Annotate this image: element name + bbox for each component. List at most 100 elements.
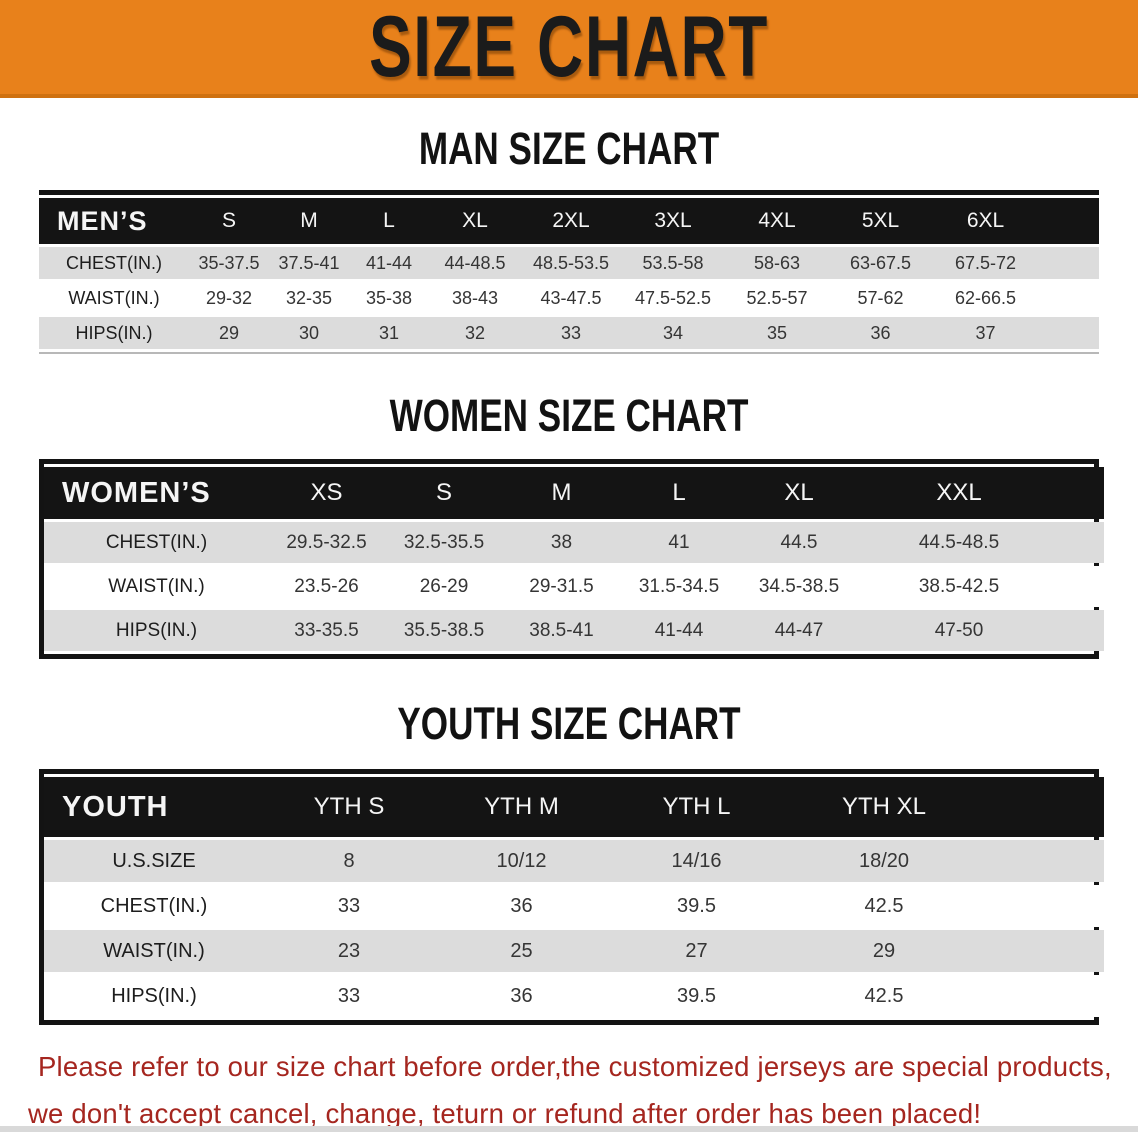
size-value-cell: 31.5-34.5 [619,566,739,607]
size-value-cell: 31 [349,317,429,349]
women-size-table: WOMEN’S XS S M L XL XXL CHEST(IN.) 29.5-32.5 32.5… [44,464,1104,654]
size-value-cell: 34.5-38.5 [739,566,859,607]
size-value-cell: 57-62 [829,282,932,314]
bottom-edge-strip [0,1126,1138,1132]
size-value-cell: 36 [829,317,932,349]
row-spacer-cell [1059,522,1104,563]
size-value-cell: 41-44 [349,247,429,279]
row-label: CHEST(IN.) [39,247,189,279]
size-value-cell: 34 [621,317,725,349]
header-spacer-cell [1059,467,1104,519]
size-column-header: L [619,467,739,519]
size-value-cell: 26-29 [384,566,504,607]
size-column-header: XXL [859,467,1059,519]
size-column-header: S [384,467,504,519]
row-label: CHEST(IN.) [44,522,269,563]
size-value-cell: 32.5-35.5 [384,522,504,563]
row-label: HIPS(IN.) [39,317,189,349]
size-value-cell: 23 [264,930,434,972]
table-row: WAIST(IN.) 23 25 27 29 [44,930,1104,972]
disclaimer-line-2: we don't accept cancel, change, teturn o… [28,1098,982,1130]
size-value-cell: 47.5-52.5 [621,282,725,314]
row-spacer-cell [1059,566,1104,607]
size-column-header: XS [269,467,384,519]
size-value-cell: 44-48.5 [429,247,521,279]
men-header-row: MEN’S S M L XL 2XL 3XL 4XL 5XL 6XL [39,198,1099,244]
size-value-cell: 8 [264,840,434,882]
size-column-header: 6XL [932,198,1039,244]
size-column-header: YTH XL [784,777,984,837]
size-value-cell: 48.5-53.5 [521,247,621,279]
women-header-label: WOMEN’S [44,467,269,519]
size-value-cell: 41 [619,522,739,563]
women-section-title: WOMEN SIZE CHART [389,390,749,441]
size-value-cell: 35 [725,317,829,349]
size-value-cell: 35-38 [349,282,429,314]
header-spacer-cell [1039,198,1099,244]
row-label: U.S.SIZE [44,840,264,882]
youth-header-row: YOUTH YTH S YTH M YTH L YTH XL [44,777,1104,837]
size-value-cell: 67.5-72 [932,247,1039,279]
size-value-cell: 52.5-57 [725,282,829,314]
size-value-cell: 18/20 [784,840,984,882]
men-size-table-wrap: MEN’S S M L XL 2XL 3XL 4XL 5XL 6XL CHEST(IN.) 35-37… [39,190,1099,354]
size-value-cell: 23.5-26 [269,566,384,607]
size-value-cell: 41-44 [619,610,739,651]
size-value-cell: 33 [264,975,434,1017]
size-value-cell: 14/16 [609,840,784,882]
size-value-cell: 35.5-38.5 [384,610,504,651]
size-value-cell: 37 [932,317,1039,349]
row-spacer-cell [1039,247,1099,279]
table-row: CHEST(IN.) 29.5-32.5 32.5-35.5 38 41 44.5 44.5… [44,522,1104,563]
row-label: HIPS(IN.) [44,610,269,651]
size-value-cell: 39.5 [609,885,784,927]
size-value-cell: 42.5 [784,975,984,1017]
row-spacer-cell [984,885,1104,927]
size-column-header: 5XL [829,198,932,244]
size-column-header: YTH M [434,777,609,837]
size-value-cell: 44.5-48.5 [859,522,1059,563]
row-spacer-cell [1039,282,1099,314]
table-row: HIPS(IN.) 33 36 39.5 42.5 [44,975,1104,1017]
size-value-cell: 32 [429,317,521,349]
size-value-cell: 44-47 [739,610,859,651]
size-column-header: M [504,467,619,519]
size-value-cell: 38.5-41 [504,610,619,651]
size-value-cell: 29-31.5 [504,566,619,607]
row-label: CHEST(IN.) [44,885,264,927]
size-value-cell: 62-66.5 [932,282,1039,314]
size-value-cell: 44.5 [739,522,859,563]
disclaimer-line-1: Please refer to our size chart before or… [38,1051,1112,1082]
size-value-cell: 30 [269,317,349,349]
size-value-cell: 43-47.5 [521,282,621,314]
row-label: WAIST(IN.) [44,930,264,972]
table-row: CHEST(IN.) 33 36 39.5 42.5 [44,885,1104,927]
men-header-label: MEN’S [39,198,189,244]
size-value-cell: 27 [609,930,784,972]
size-value-cell: 38-43 [429,282,521,314]
youth-size-table-wrap: YOUTH YTH S YTH M YTH L YTH XL U.S.SIZE 8 10/12… [39,769,1104,1025]
size-value-cell: 42.5 [784,885,984,927]
table-row: U.S.SIZE 8 10/12 14/16 18/20 [44,840,1104,882]
size-value-cell: 33-35.5 [269,610,384,651]
size-column-header: M [269,198,349,244]
table-row: HIPS(IN.) 29 30 31 32 33 34 35 36 37 [39,317,1099,349]
size-value-cell: 25 [434,930,609,972]
size-column-header: YTH S [264,777,434,837]
youth-section-title: YOUTH SIZE CHART [397,698,741,749]
table-row: HIPS(IN.) 33-35.5 35.5-38.5 38.5-41 41-44 44-… [44,610,1104,651]
size-value-cell: 63-67.5 [829,247,932,279]
size-value-cell: 29-32 [189,282,269,314]
size-value-cell: 36 [434,885,609,927]
size-column-header: 3XL [621,198,725,244]
women-size-table-wrap: WOMEN’S XS S M L XL XXL CHEST(IN.) 29.5-32.5 32.5… [39,459,1104,659]
youth-header-label: YOUTH [44,777,264,837]
size-value-cell: 10/12 [434,840,609,882]
size-column-header: 2XL [521,198,621,244]
size-column-header: XL [429,198,521,244]
size-value-cell: 35-37.5 [189,247,269,279]
row-spacer-cell [984,975,1104,1017]
size-value-cell: 33 [521,317,621,349]
row-spacer-cell [984,930,1104,972]
size-chart-banner: SIZE CHART [0,0,1138,98]
